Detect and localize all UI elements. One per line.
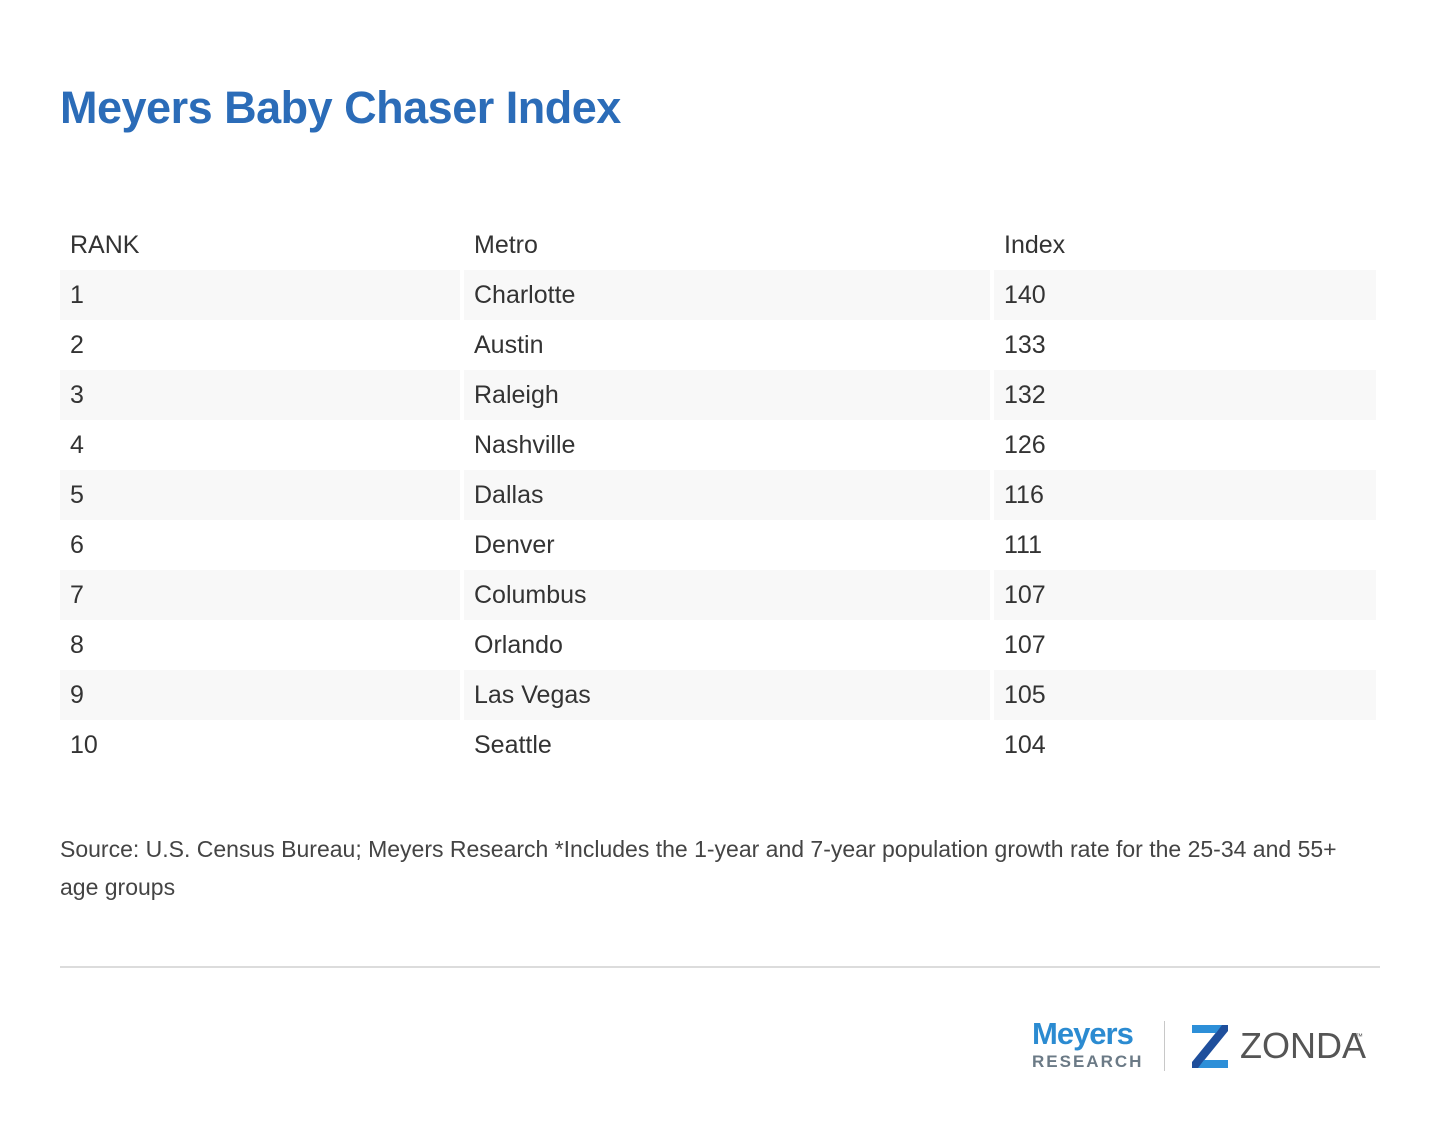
table-row: 9 Las Vegas 105 [60,670,1376,720]
rank-cell: 6 [70,530,84,559]
metro-cell: Raleigh [464,370,990,420]
metro-cell: Charlotte [464,270,990,320]
table-row: 5 Dallas 116 [60,470,1376,520]
table-row: 8 Orlando 107 [60,620,1376,670]
rank-cell: 1 [60,270,460,320]
rank-cell: 7 [60,570,460,620]
table-row: 3 Raleigh 132 [60,370,1376,420]
table-row: 10 Seattle 104 [60,720,1376,770]
index-cell: 126 [1004,430,1046,459]
rank-cell: 10 [70,730,98,759]
table-row: 2 Austin 133 [60,320,1376,370]
table-row: 4 Nashville 126 [60,420,1376,470]
source-note: Source: U.S. Census Bureau; Meyers Resea… [60,836,1337,900]
table-row: 1 Charlotte 140 [60,270,1376,320]
table-row: 6 Denver 111 [60,520,1376,570]
logo-separator [1164,1021,1165,1071]
column-header-rank: RANK [70,230,140,259]
footer-divider [60,966,1380,968]
rank-cell: 9 [60,670,460,720]
rank-cell: 5 [60,470,460,520]
table-row: 7 Columbus 107 [60,570,1376,620]
zonda-trademark: ™ [1355,1032,1363,1041]
index-cell: 140 [994,270,1376,320]
index-cell: 104 [1004,730,1046,759]
metro-cell: Nashville [474,430,576,459]
meyers-logo-sub: RESEARCH [1032,1052,1144,1071]
metro-cell: Seattle [474,730,552,759]
index-cell: 105 [994,670,1376,720]
index-cell: 107 [1004,630,1046,659]
column-header-index: Index [1004,230,1066,259]
meyers-logo-name: Meyers [1032,1016,1134,1051]
index-cell: 116 [994,470,1376,520]
metro-cell: Denver [474,530,555,559]
metro-cell: Dallas [464,470,990,520]
zonda-z-icon [1192,1025,1228,1068]
metro-cell: Columbus [464,570,990,620]
metro-cell: Austin [474,330,544,359]
metro-cell: Orlando [474,630,563,659]
column-header-metro: Metro [474,230,538,259]
rank-cell: 3 [60,370,460,420]
index-cell: 132 [994,370,1376,420]
rank-cell: 8 [70,630,84,659]
table-header-row: RANK Metro Index [60,220,1376,270]
rank-cell: 4 [70,430,84,459]
zonda-logo-name: ZONDA [1240,1025,1366,1066]
rank-cell: 2 [70,330,84,359]
index-cell: 133 [1004,330,1046,359]
index-cell: 107 [994,570,1376,620]
index-cell: 111 [1004,530,1043,559]
index-table: RANK Metro Index 1 Charlotte 140 2 Austin 133… [60,220,1376,770]
meyers-research-logo: Meyers RESEARCH [1032,1016,1152,1072]
page-title: Meyers Baby Chaser Index [60,82,621,133]
table-body: 1 Charlotte 140 2 Austin 133 3 Raleigh 132 4 Nashv… [60,270,1376,770]
metro-cell: Las Vegas [464,670,990,720]
